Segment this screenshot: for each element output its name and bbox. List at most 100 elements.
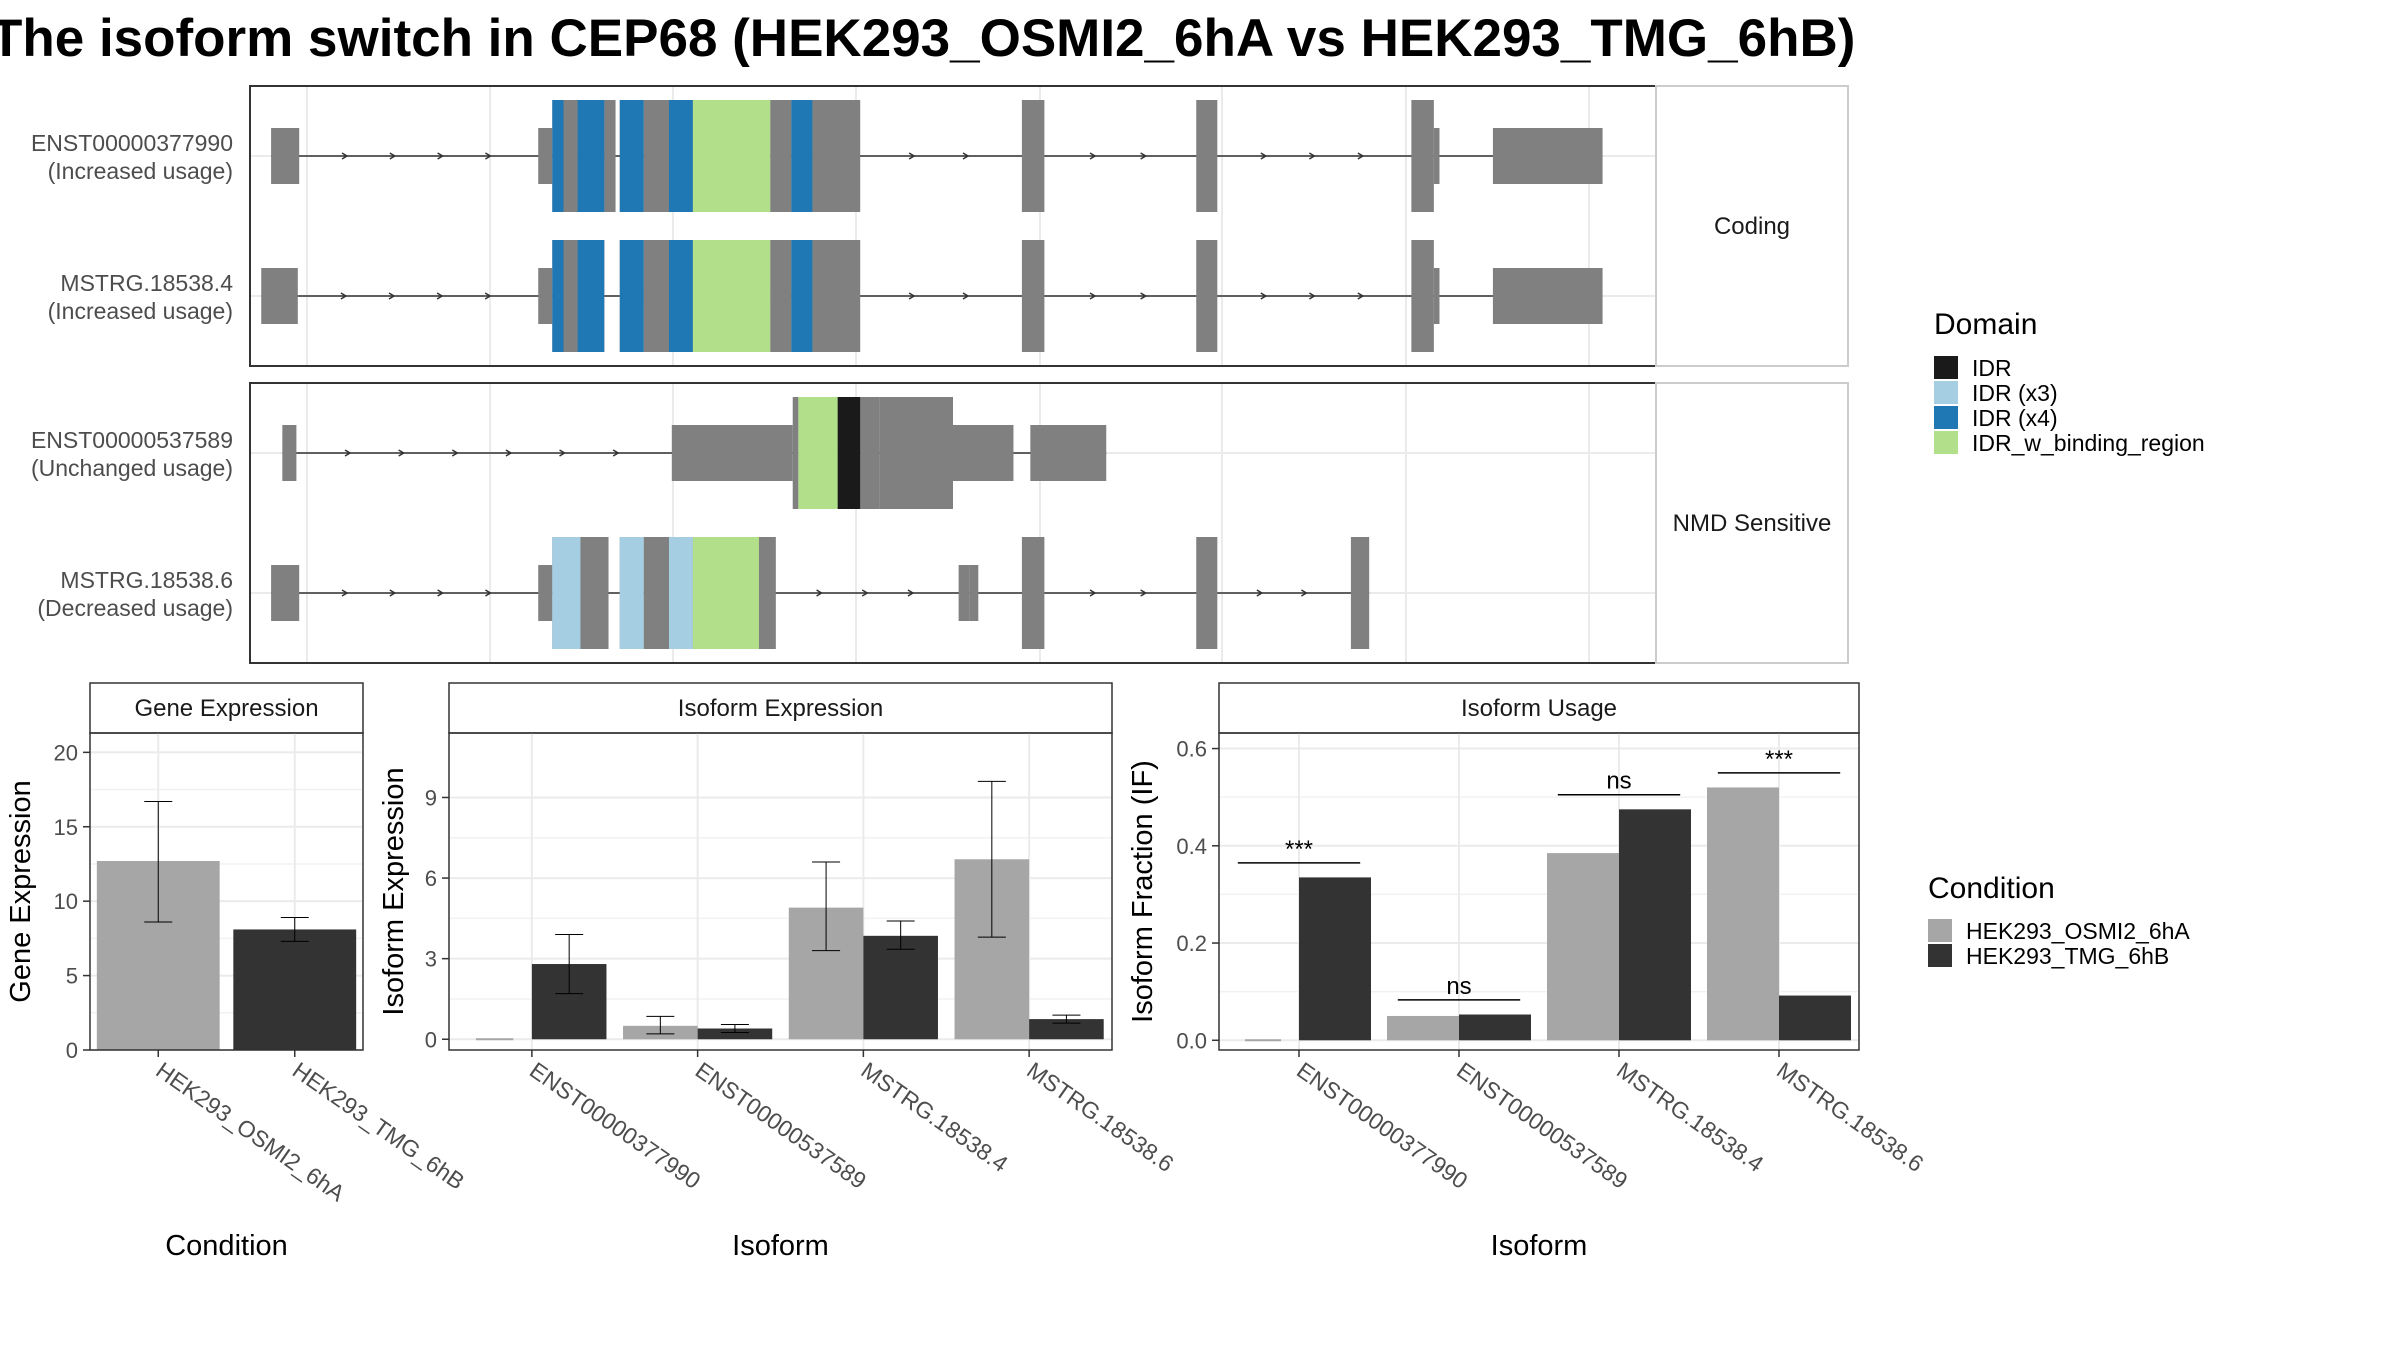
facet-strip [1655,382,1849,664]
bar [697,1028,773,1040]
panel-strip-label: Isoform Expression [678,695,883,722]
intron-arrow [341,589,349,597]
y-tick-label: 20 [54,740,78,765]
transcript-label: MSTRG.18538.6 [60,567,233,593]
significance-label: ns [1606,768,1631,795]
y-tick-label: 0.2 [1176,931,1207,956]
intron-arrow [908,152,916,160]
exon-block [770,240,792,352]
domain-legend-label: IDR [1972,355,2012,381]
intron-arrow [612,449,620,457]
intron-arrow [451,449,459,457]
y-axis-title: Gene Expression [5,780,37,1002]
exon-block [758,537,776,649]
x-axis-title: Condition [165,1230,288,1262]
domain-block [837,397,861,509]
exon-block [271,565,300,621]
exon-block [538,268,553,324]
domain-legend-swatch [1934,406,1958,429]
exon-block [953,425,1014,481]
intron-arrow [1357,152,1365,160]
y-tick-label: 0.4 [1176,834,1207,859]
intron-arrow [1089,292,1097,300]
exon-block [1492,268,1603,324]
bar [1387,1015,1459,1041]
exon-block [1196,240,1218,352]
condition-legend-label: HEK293_OSMI2_6hA [1966,918,2190,944]
domain-block [692,240,771,352]
facet-strip [1655,85,1849,367]
transcript-usage-label: (Decreased usage) [37,595,233,621]
y-tick-label: 0 [66,1038,78,1063]
domain-block [668,537,693,649]
bar [863,935,938,1040]
intron-arrow [398,449,406,457]
exon-block [643,537,669,649]
domain-block [692,537,759,649]
domain-block [552,100,564,212]
exon-block [1021,537,1045,649]
condition-legend-swatch [1928,919,1952,942]
exon-block [538,128,553,184]
y-tick-label: 0.6 [1176,737,1207,762]
transcript-usage-label: (Increased usage) [48,298,233,324]
bar [1299,877,1371,1041]
domain-block [552,240,564,352]
exon-block [958,565,970,621]
domain-block [668,100,693,212]
exon-block [1350,537,1370,649]
exon-block [1433,128,1440,184]
intron-arrow [485,589,492,597]
transcript-usage-label: (Increased usage) [48,158,233,184]
exon-block [261,268,298,324]
intron-arrow [962,292,970,300]
x-tick-label: ENST00000537589 [691,1057,871,1194]
exon-block [1030,425,1107,481]
exon-block [770,100,792,212]
y-tick-label: 3 [425,947,437,972]
exon-block [792,397,799,509]
transcript-label: MSTRG.18538.4 [60,270,233,296]
x-tick-label: ENST00000377990 [525,1057,705,1194]
x-tick-label: MSTRG.18538.4 [1612,1057,1768,1177]
domain-block [619,100,644,212]
domain-block [552,537,581,649]
exon-block [1411,240,1434,352]
x-tick-label: MSTRG.18538.6 [1022,1057,1178,1177]
domain-legend-swatch [1934,356,1958,379]
exon-block [271,128,300,184]
intron-arrow [1089,152,1097,160]
condition-legend-label: HEK293_TMG_6hB [1966,943,2169,969]
panel-border [1218,732,1860,1051]
y-tick-label: 6 [425,866,437,891]
y-axis-title: Isoform Expression [378,767,410,1015]
condition-legend-title: Condition [1928,872,2055,905]
x-tick-label: ENST00000537589 [1452,1057,1632,1194]
domain-block [577,240,605,352]
exon-block [671,425,793,481]
intron-arrow [1300,589,1308,597]
intron-arrow [908,292,916,300]
x-axis-title: Isoform [732,1230,829,1262]
exon-block [538,565,553,621]
intron-arrow [485,152,492,160]
bar [233,929,357,1050]
significance-label: ns [1446,973,1471,1000]
intron-arrow [1357,292,1365,300]
intron-arrow [907,589,915,597]
domain-block [692,100,771,212]
exon-block [1492,128,1603,184]
y-tick-label: 9 [425,785,437,810]
intron-arrow [559,449,566,457]
domain-legend-label: IDR (x3) [1972,380,2058,406]
intron-arrow [1140,292,1148,300]
domain-block [619,240,644,352]
bar [1779,995,1851,1041]
intron-arrow [484,292,492,300]
x-tick-label: MSTRG.18538.4 [857,1057,1013,1177]
exon-block [1021,240,1045,352]
exon-block [1196,100,1218,212]
bar [1459,1014,1531,1041]
domain-block [577,100,605,212]
